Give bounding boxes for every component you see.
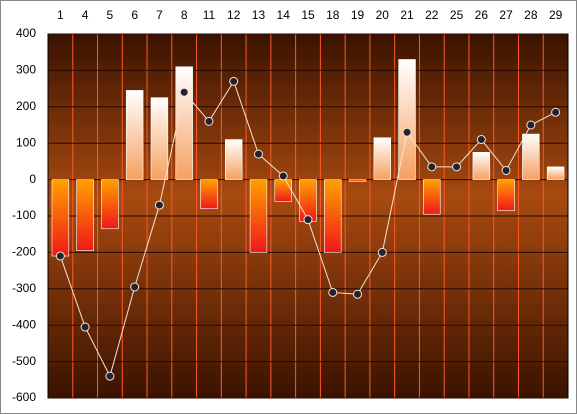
x-tick-label: 14 (277, 8, 291, 22)
y-tick-label: 400 (16, 26, 36, 40)
marker (427, 162, 437, 172)
marker (80, 322, 90, 332)
marker (328, 287, 338, 297)
bar (423, 179, 441, 215)
marker (501, 166, 511, 175)
y-tick-label: 100 (16, 135, 36, 149)
bar (249, 179, 268, 253)
y-tick-label: 200 (16, 99, 36, 113)
x-tick-label: 11 (203, 8, 216, 22)
x-tick-label: 20 (376, 8, 390, 22)
bar (497, 179, 515, 211)
y-tick-label: 300 (16, 63, 36, 77)
y-tick-label: -100 (12, 208, 36, 222)
x-tick-label: 15 (301, 8, 315, 22)
marker (204, 116, 214, 126)
marker (402, 127, 412, 137)
bar (224, 139, 243, 180)
marker (452, 162, 462, 172)
bar (373, 137, 392, 180)
marker (303, 215, 313, 225)
bar (125, 90, 144, 180)
marker (130, 282, 140, 292)
x-tick-label: 18 (326, 8, 340, 22)
bar (546, 166, 565, 180)
x-tick-label: 25 (450, 8, 464, 22)
bar (101, 179, 119, 230)
marker (229, 76, 239, 86)
y-tick-label: -200 (12, 245, 36, 259)
x-tick-label: 5 (107, 8, 114, 22)
bar (175, 66, 193, 180)
bar (76, 179, 94, 251)
marker (377, 247, 387, 257)
bar (324, 179, 342, 253)
bar (398, 59, 416, 180)
x-tick-label: 4 (82, 8, 89, 22)
y-tick-label: -400 (12, 317, 36, 331)
bar (51, 179, 70, 257)
bar (472, 152, 491, 180)
x-tick-label: 29 (549, 8, 563, 22)
x-tick-label: 13 (252, 8, 266, 22)
marker (476, 135, 486, 145)
x-tick-label: 1 (57, 8, 64, 22)
bar (200, 179, 218, 210)
marker (526, 120, 536, 130)
bar (150, 97, 169, 180)
bar (274, 179, 292, 202)
y-tick-label: 0 (29, 172, 36, 186)
marker (55, 251, 65, 261)
x-tick-label: 6 (131, 8, 138, 22)
marker (278, 171, 288, 181)
marker (154, 200, 164, 210)
y-tick-label: -300 (12, 281, 36, 295)
marker (353, 289, 363, 299)
x-tick-label: 12 (227, 8, 241, 22)
x-tick-label: 26 (475, 8, 489, 22)
marker (551, 107, 561, 117)
marker (253, 149, 263, 159)
x-tick-label: 22 (425, 8, 439, 22)
x-tick-label: 27 (499, 8, 513, 22)
x-tick-label: 8 (181, 8, 188, 22)
x-tick-label: 28 (524, 8, 538, 22)
x-tick-label: 7 (156, 8, 163, 22)
bar (348, 179, 367, 182)
x-tick-label: 19 (351, 8, 365, 22)
marker (179, 87, 189, 97)
y-tick-label: -600 (12, 390, 36, 404)
y-tick-label: -500 (12, 354, 36, 368)
bar (522, 133, 540, 180)
x-tick-label: 21 (400, 8, 414, 22)
marker (105, 371, 115, 381)
